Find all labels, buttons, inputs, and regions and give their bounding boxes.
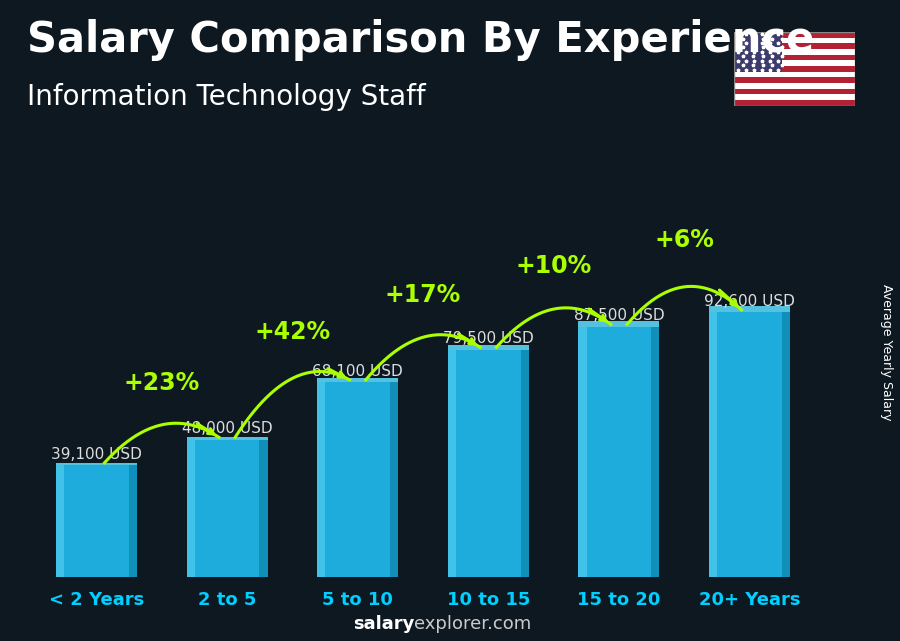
Bar bbox=[652, 327, 660, 577]
Bar bbox=[709, 306, 790, 312]
Bar bbox=[56, 465, 137, 577]
Text: Information Technology Staff: Information Technology Staff bbox=[27, 83, 426, 112]
Text: +10%: +10% bbox=[516, 254, 592, 278]
Text: 68,100 USD: 68,100 USD bbox=[312, 363, 403, 379]
Bar bbox=[734, 83, 855, 88]
Text: 79,500 USD: 79,500 USD bbox=[443, 331, 534, 346]
Bar bbox=[734, 72, 855, 78]
Bar bbox=[129, 465, 137, 577]
Bar bbox=[56, 465, 64, 577]
Bar bbox=[734, 32, 782, 72]
Bar bbox=[317, 378, 398, 382]
Bar bbox=[186, 437, 267, 440]
Text: explorer.com: explorer.com bbox=[414, 615, 531, 633]
Bar bbox=[782, 312, 790, 577]
Bar bbox=[448, 345, 529, 349]
Bar bbox=[579, 321, 660, 327]
Text: +17%: +17% bbox=[385, 283, 461, 306]
Text: 92,600 USD: 92,600 USD bbox=[704, 294, 795, 309]
Bar bbox=[390, 382, 398, 577]
Text: Average Yearly Salary: Average Yearly Salary bbox=[880, 285, 893, 420]
Text: salary: salary bbox=[353, 615, 414, 633]
Bar bbox=[734, 94, 855, 100]
Bar bbox=[734, 49, 855, 54]
Bar bbox=[56, 463, 137, 465]
Bar bbox=[317, 382, 325, 577]
Bar bbox=[521, 349, 529, 577]
Bar bbox=[734, 78, 855, 83]
Bar bbox=[709, 312, 717, 577]
Bar bbox=[186, 440, 194, 577]
Bar bbox=[579, 327, 660, 577]
Bar bbox=[734, 44, 855, 49]
Text: Salary Comparison By Experience: Salary Comparison By Experience bbox=[27, 19, 814, 62]
Bar bbox=[734, 100, 855, 106]
Bar bbox=[259, 440, 267, 577]
Bar bbox=[709, 312, 790, 577]
Text: 39,100 USD: 39,100 USD bbox=[51, 447, 142, 462]
Bar bbox=[448, 349, 456, 577]
Bar bbox=[734, 32, 855, 38]
Text: +6%: +6% bbox=[654, 228, 715, 253]
Bar bbox=[734, 66, 855, 72]
Text: 48,000 USD: 48,000 USD bbox=[182, 421, 273, 436]
Bar bbox=[734, 54, 855, 60]
Bar bbox=[186, 440, 267, 577]
Bar bbox=[734, 88, 855, 94]
Bar bbox=[317, 382, 398, 577]
Text: 87,500 USD: 87,500 USD bbox=[573, 308, 664, 323]
Bar bbox=[734, 60, 855, 66]
Text: +23%: +23% bbox=[123, 371, 200, 395]
Text: +42%: +42% bbox=[255, 320, 330, 344]
Bar bbox=[734, 38, 855, 44]
Bar bbox=[579, 327, 587, 577]
Bar bbox=[448, 349, 529, 577]
